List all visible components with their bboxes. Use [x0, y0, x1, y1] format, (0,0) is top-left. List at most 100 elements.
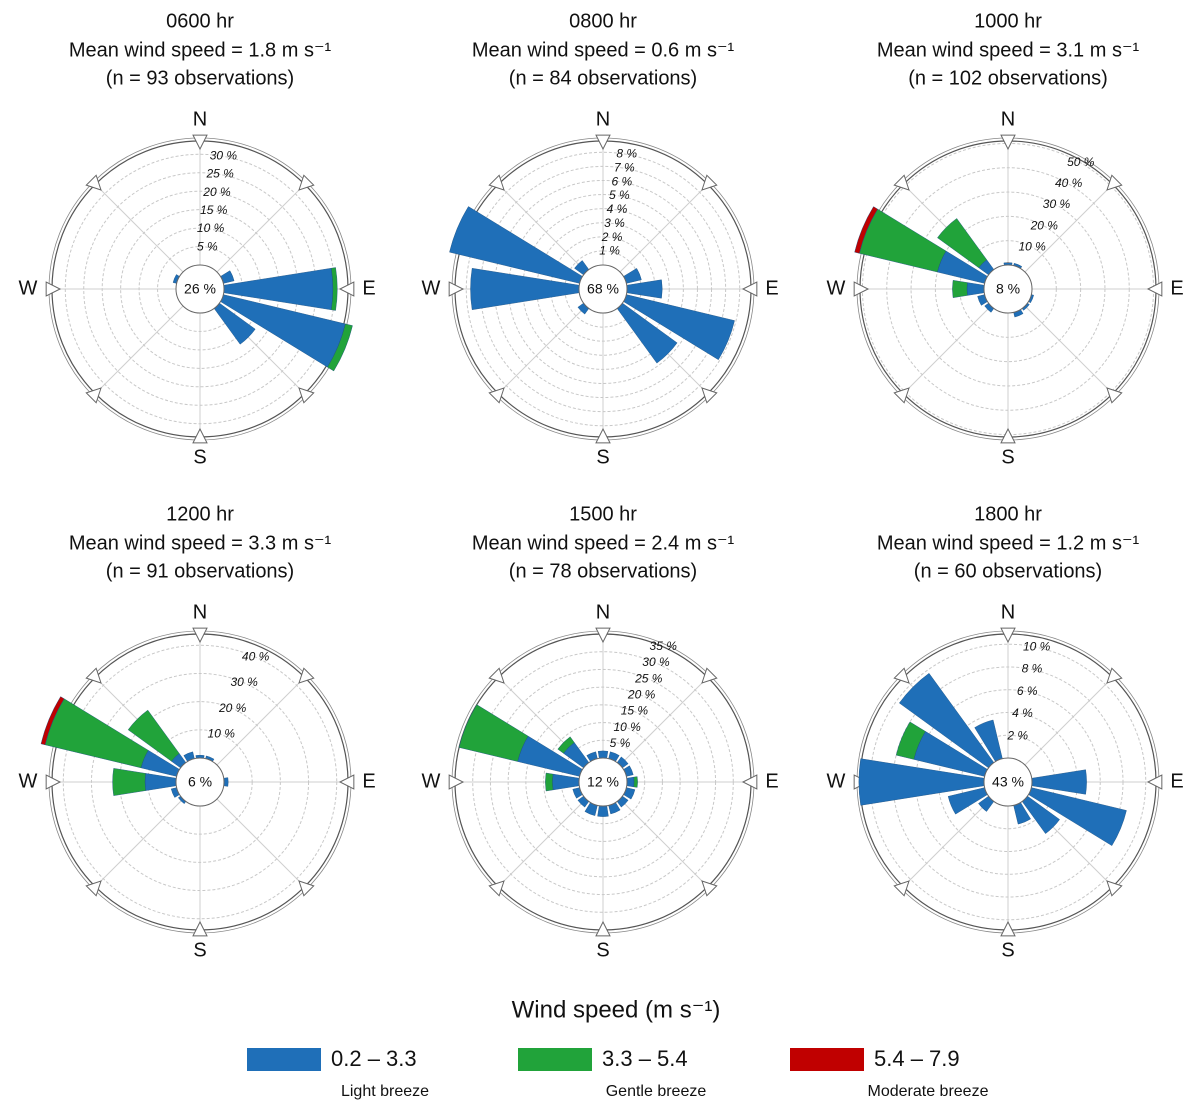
compass-arrow — [893, 174, 910, 191]
compass-label: S — [193, 939, 206, 961]
r-tick-label: 50 % — [1067, 155, 1095, 169]
compass-label: S — [1001, 446, 1014, 468]
r-tick-label: 3 % — [604, 216, 625, 230]
compass-label: W — [19, 770, 38, 792]
calm-circle — [983, 757, 1033, 807]
r-tick-label: 30 % — [230, 675, 258, 689]
compass-label: S — [193, 446, 206, 468]
compass-arrow — [1106, 174, 1123, 191]
r-tick-label: 15 % — [621, 704, 649, 718]
chart-note: (n = 60 observations) — [914, 560, 1102, 582]
compass-arrow — [192, 134, 208, 151]
chart-subtitle: Mean wind speed = 1.8 m s⁻¹ — [69, 39, 332, 61]
r-tick-label: 10 % — [1018, 239, 1046, 253]
r-tick-label: 5 % — [609, 188, 630, 202]
calm-circle — [175, 757, 225, 807]
compass-arrow — [298, 667, 315, 684]
chart-subtitle: Mean wind speed = 0.6 m s⁻¹ — [472, 39, 735, 61]
r-tick-label: 15 % — [200, 203, 228, 217]
compass-label: W — [422, 770, 441, 792]
wind-sector — [597, 805, 609, 817]
grid-ring — [465, 151, 741, 427]
r-tick-label: 4 % — [607, 202, 628, 216]
chart-subtitle: Mean wind speed = 2.4 m s⁻¹ — [472, 532, 735, 554]
r-tick-label: 30 % — [1043, 197, 1071, 211]
compass-arrow — [701, 174, 718, 191]
compass-arrow — [298, 387, 315, 404]
grid-ring — [489, 668, 717, 896]
grid-ring — [90, 672, 310, 892]
compass-arrow — [488, 667, 505, 684]
compass-label: W — [827, 770, 846, 792]
compass-label: E — [362, 277, 375, 299]
compass-arrow — [595, 427, 611, 444]
compass-label: N — [1001, 108, 1015, 130]
grid-ring — [886, 167, 1130, 411]
r-tick-label: 25 % — [206, 167, 235, 181]
r-tick-label: 20 % — [202, 185, 231, 199]
r-tick-label: 10 % — [197, 221, 225, 235]
wind-sector — [331, 267, 338, 311]
chart-note: (n = 84 observations) — [509, 67, 697, 89]
compass-label: W — [422, 277, 441, 299]
wind-sector — [144, 773, 177, 791]
spoke — [619, 183, 709, 273]
grid-ring — [934, 215, 1082, 363]
compass-arrow — [488, 880, 505, 897]
chart-title: 1200 hr — [166, 503, 234, 525]
chart-note: (n = 78 observations) — [509, 560, 697, 582]
wind-sector — [937, 218, 988, 269]
legend-label: 3.3 – 5.4 — [602, 1046, 688, 1071]
compass-label: W — [827, 277, 846, 299]
calm-label: 43 % — [992, 774, 1024, 790]
compass-label: N — [193, 601, 207, 623]
chart-title: 1800 hr — [974, 503, 1042, 525]
calm-label: 6 % — [188, 774, 212, 790]
r-tick-label: 20 % — [1030, 218, 1059, 232]
r-tick-label: 30 % — [210, 149, 238, 163]
wind-sector — [557, 736, 575, 754]
r-tick-label: 1 % — [599, 244, 620, 258]
spoke — [1024, 305, 1114, 395]
compass-label: E — [765, 277, 778, 299]
chart-title: 1000 hr — [974, 10, 1042, 32]
compass-arrow — [893, 387, 910, 404]
wind-sector — [449, 206, 583, 284]
wind-sector — [40, 696, 65, 746]
chart-subtitle: Mean wind speed = 1.2 m s⁻¹ — [877, 532, 1140, 554]
compass-arrow — [488, 387, 505, 404]
compass-arrow — [853, 281, 870, 297]
compass-arrow — [448, 774, 465, 790]
compass-arrow — [1106, 387, 1123, 404]
compass-label: S — [596, 446, 609, 468]
r-tick-label: 40 % — [242, 649, 270, 663]
compass-label: E — [1170, 277, 1183, 299]
compass-arrow — [1000, 134, 1016, 151]
legend-title: Wind speed (m s⁻¹) — [512, 996, 721, 1023]
compass-label: N — [193, 108, 207, 130]
r-tick-label: 7 % — [614, 160, 635, 174]
spoke — [902, 798, 992, 888]
compass-arrow — [85, 880, 102, 897]
r-tick-label: 5 % — [610, 736, 631, 750]
compass-label: N — [1001, 601, 1015, 623]
spoke — [902, 305, 992, 395]
grid-ring — [147, 729, 253, 835]
compass-arrow — [595, 627, 611, 644]
legend-label: 5.4 – 7.9 — [874, 1046, 960, 1071]
legend-swatch — [518, 1048, 592, 1071]
wind-sector — [127, 709, 180, 762]
wind-sector — [597, 750, 609, 759]
compass-arrow — [85, 387, 102, 404]
compass-arrow — [893, 880, 910, 897]
wind-sector — [545, 772, 554, 792]
wind-sector — [947, 787, 988, 815]
calm-label: 26 % — [184, 281, 216, 297]
calm-circle — [175, 264, 225, 314]
wind-sector — [626, 776, 635, 788]
spoke — [497, 183, 587, 273]
compass-arrow — [192, 920, 208, 937]
r-tick-label: 10 % — [208, 727, 236, 741]
spoke — [497, 798, 587, 888]
